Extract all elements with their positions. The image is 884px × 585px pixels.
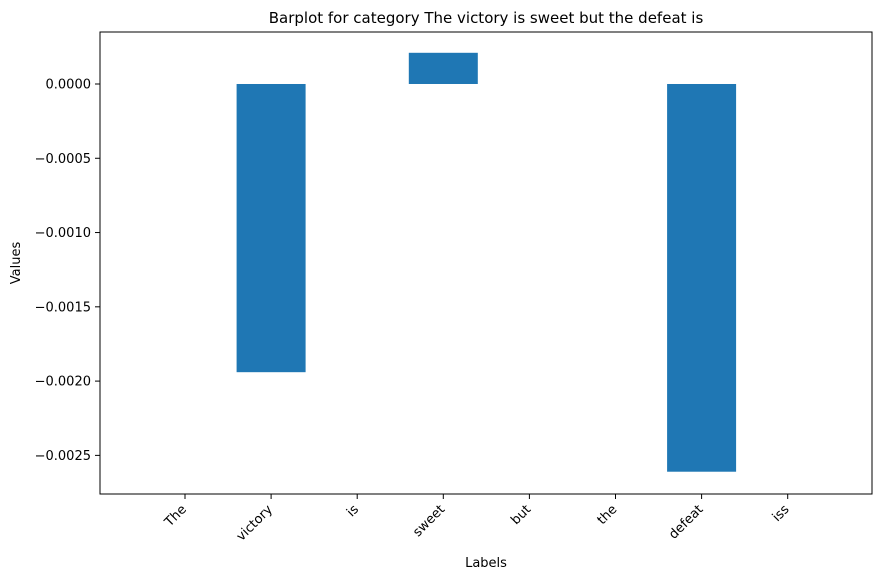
x-tick-label: The bbox=[161, 502, 189, 530]
y-tick-label: −0.0020 bbox=[35, 375, 91, 390]
x-axis-label: Labels bbox=[465, 556, 507, 571]
x-tick-label: is bbox=[344, 502, 362, 520]
bar-victory bbox=[236, 83, 306, 373]
x-tick-label: iss bbox=[770, 502, 793, 525]
plot-frame bbox=[99, 31, 873, 495]
y-tick-label: −0.0025 bbox=[35, 449, 91, 464]
x-tick-label: but bbox=[508, 502, 534, 528]
x-tick-label: the bbox=[595, 502, 621, 528]
x-tick-label: sweet bbox=[410, 502, 448, 540]
y-tick-label: −0.0005 bbox=[35, 152, 91, 167]
bar-sweet bbox=[408, 52, 478, 84]
chart-title: Barplot for category The victory is swee… bbox=[269, 9, 704, 27]
x-tick-label: defeat bbox=[666, 502, 706, 542]
y-tick-label: 0.0000 bbox=[46, 77, 92, 92]
bars-group bbox=[236, 52, 737, 472]
y-axis-label: Values bbox=[9, 242, 24, 285]
x-tick-label: victory bbox=[234, 502, 276, 544]
y-tick-label: −0.0015 bbox=[35, 300, 91, 315]
bar-defeat bbox=[667, 83, 737, 472]
y-axis-ticks: 0.0000 −0.0005 −0.0010 −0.0015 −0.0020 −0.002… bbox=[35, 77, 100, 464]
x-axis-ticks: The victory is sweet but the defeat iss bbox=[161, 494, 793, 544]
y-tick-label: −0.0010 bbox=[35, 226, 91, 241]
